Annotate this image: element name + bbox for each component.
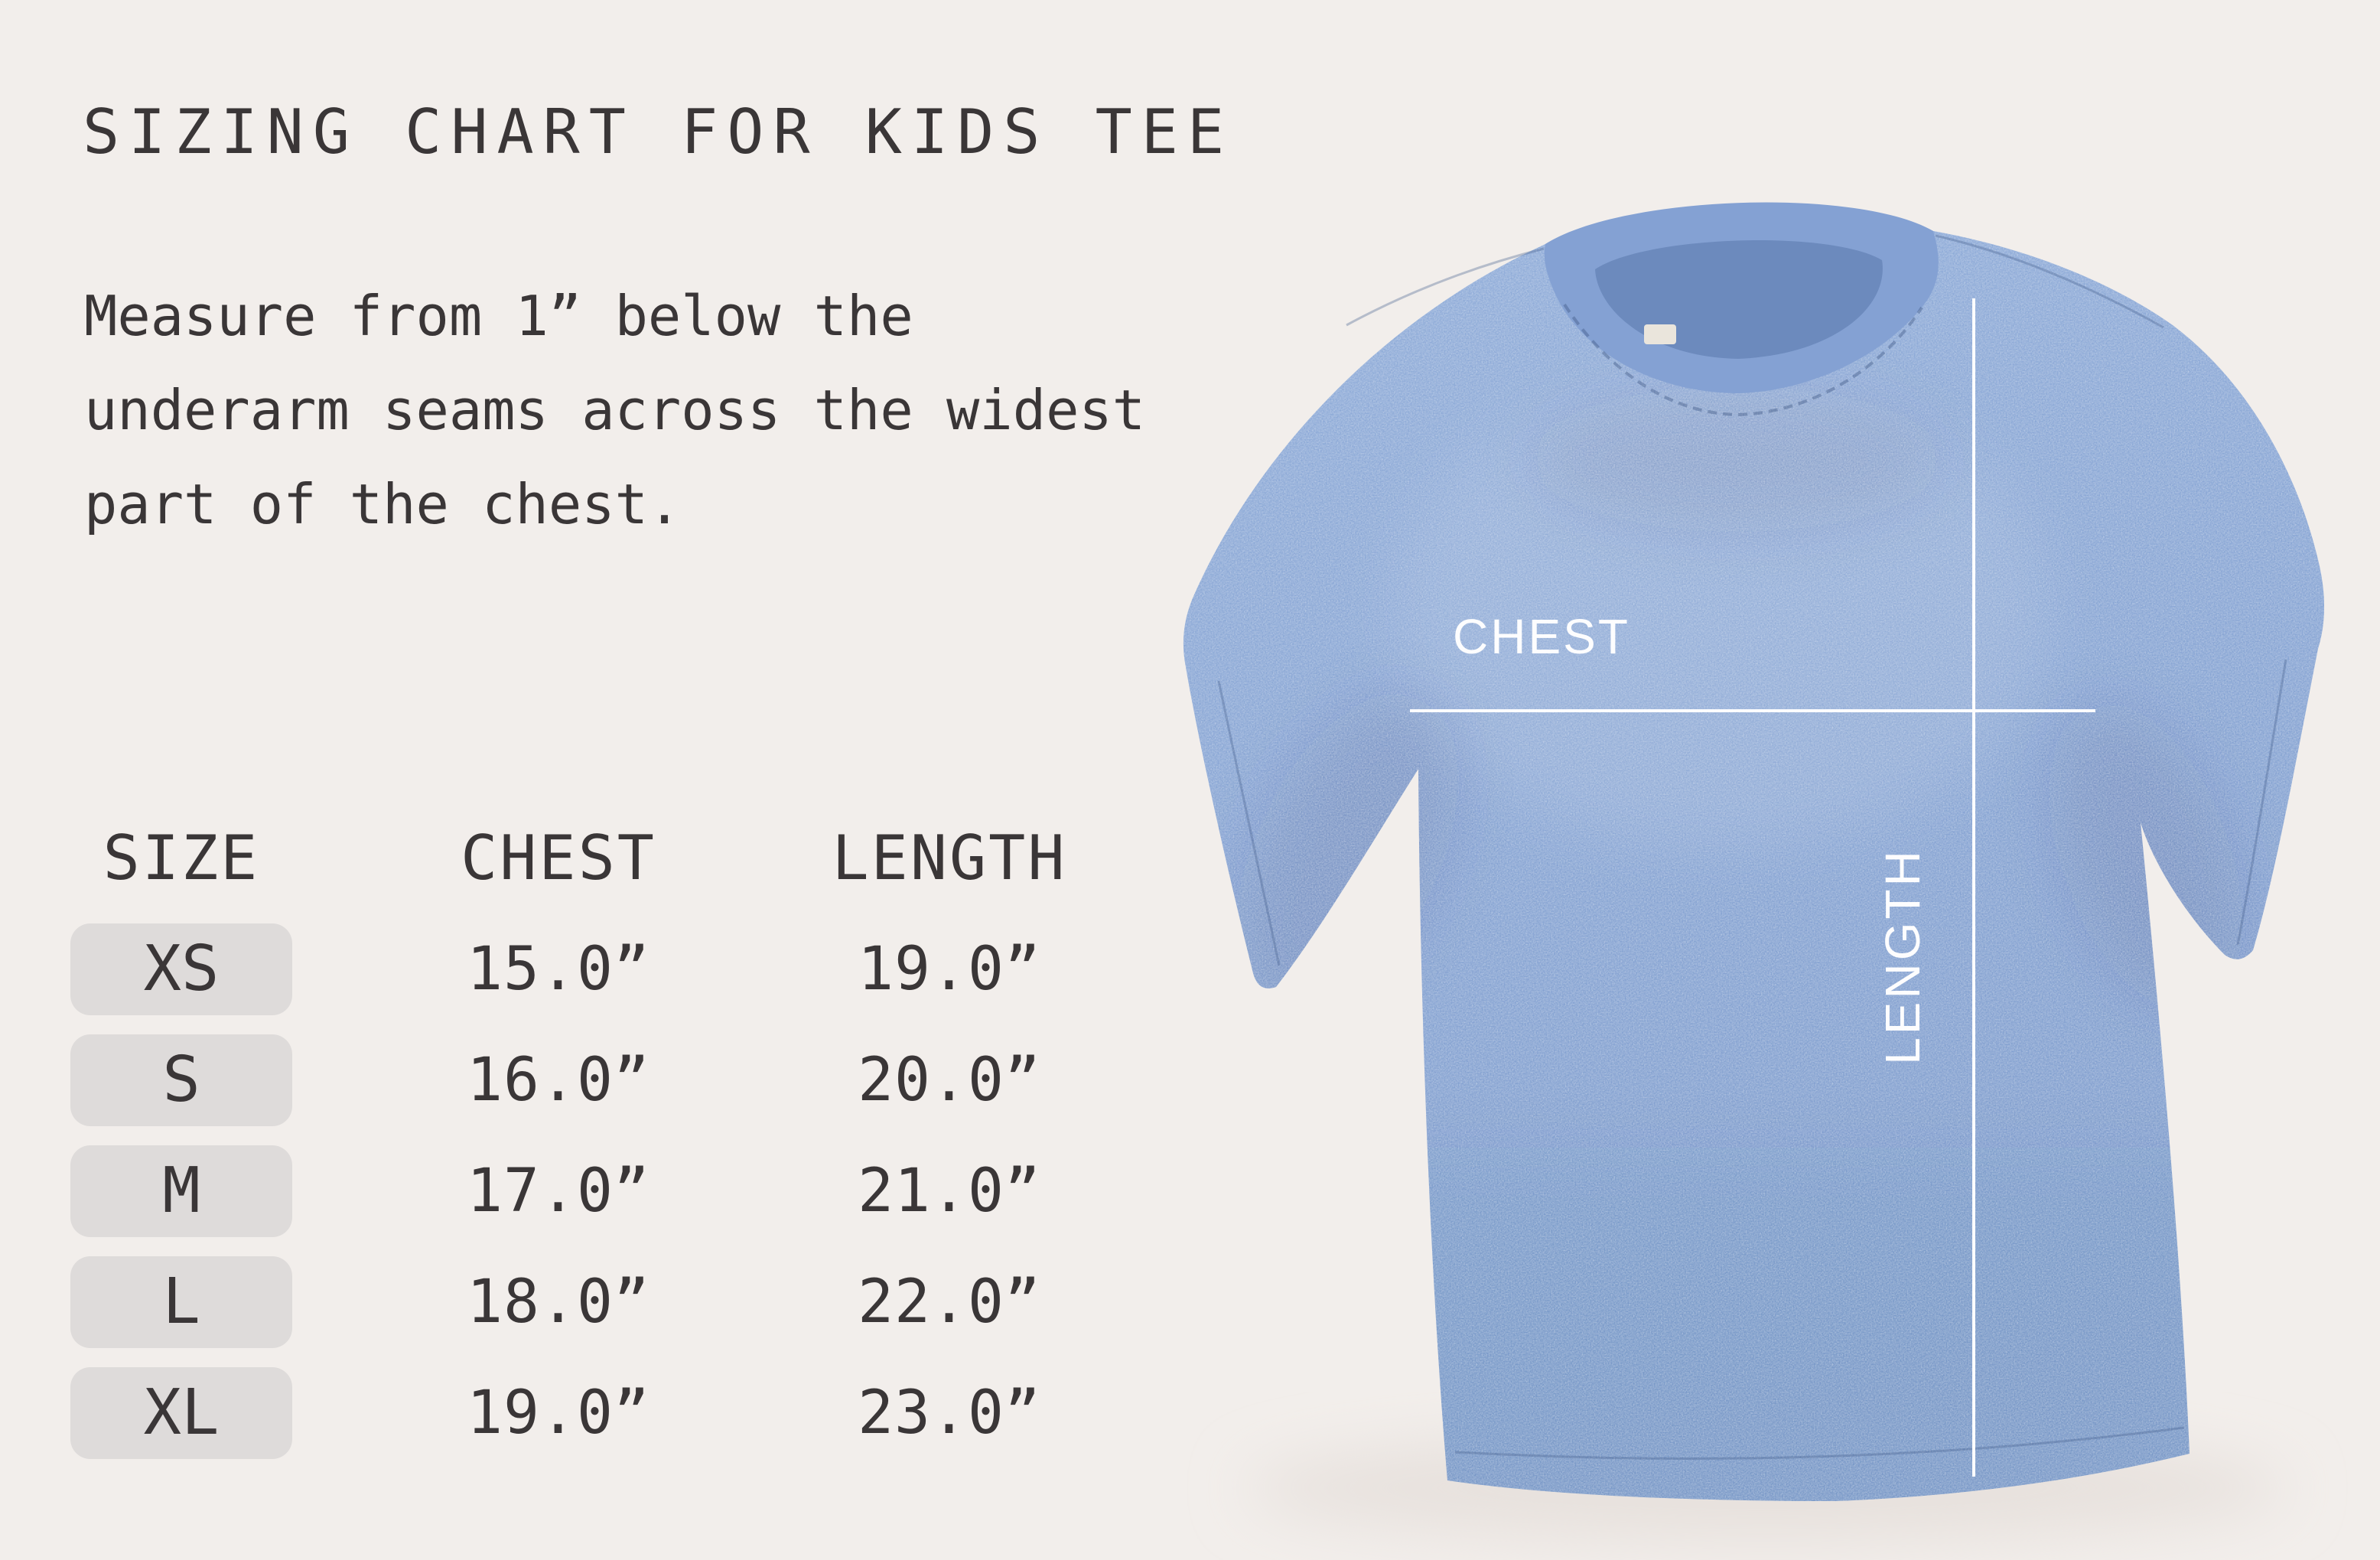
- table-row-l-size: L: [0, 1246, 363, 1357]
- chest-value-xs: 15.0”: [467, 934, 650, 1004]
- size-pill-l[interactable]: L: [70, 1255, 292, 1348]
- collar: [1544, 202, 1939, 417]
- length-guide-label: LENGTH: [1875, 848, 1930, 1065]
- size-pill-m[interactable]: M: [70, 1145, 292, 1237]
- column-header-size: SIZE: [103, 822, 260, 894]
- length-value-l: 22.0”: [858, 1267, 1041, 1337]
- table-row-m-size: M: [0, 1135, 363, 1246]
- instruction-line-3: part of the chest.: [84, 472, 682, 536]
- instruction-line-2: underarm seams across the widest: [84, 378, 1146, 442]
- size-pill-xl[interactable]: XL: [70, 1366, 292, 1459]
- chest-value-xl: 19.0”: [467, 1378, 650, 1448]
- table-row-xs-size: XS: [0, 914, 363, 1024]
- heather-texture-dark: [1183, 204, 2325, 1501]
- length-value-xl: 23.0”: [858, 1378, 1041, 1448]
- measurement-guides: CHEST LENGTH: [1410, 298, 2095, 1477]
- size-table: SIZE CHEST LENGTH XS 15.0” 19.0” S 16.0”…: [0, 802, 1144, 1468]
- chest-value-m: 17.0”: [467, 1156, 650, 1226]
- chest-guide-label: CHEST: [1453, 609, 1630, 664]
- column-header-chest: CHEST: [461, 822, 656, 894]
- measurement-instructions: Measure from 1” below the underarm seams…: [84, 269, 1145, 552]
- seam-lines: [1217, 234, 2287, 1460]
- length-value-m: 21.0”: [858, 1156, 1041, 1226]
- length-value-s: 20.0”: [858, 1045, 1041, 1115]
- length-value-xs: 19.0”: [858, 934, 1041, 1004]
- table-row-s-size: S: [0, 1024, 363, 1135]
- chest-value-l: 18.0”: [467, 1267, 650, 1337]
- table-row-xl-size: XL: [0, 1357, 363, 1468]
- instruction-line-1: Measure from 1” below the: [84, 284, 913, 348]
- neck-tag: [1644, 324, 1676, 344]
- size-pill-s[interactable]: S: [70, 1034, 292, 1126]
- page-title: SIZING CHART FOR KIDS TEE: [83, 96, 1234, 168]
- size-pill-xs[interactable]: XS: [70, 923, 292, 1015]
- column-header-length: LENGTH: [832, 822, 1067, 894]
- chest-value-s: 16.0”: [467, 1045, 650, 1115]
